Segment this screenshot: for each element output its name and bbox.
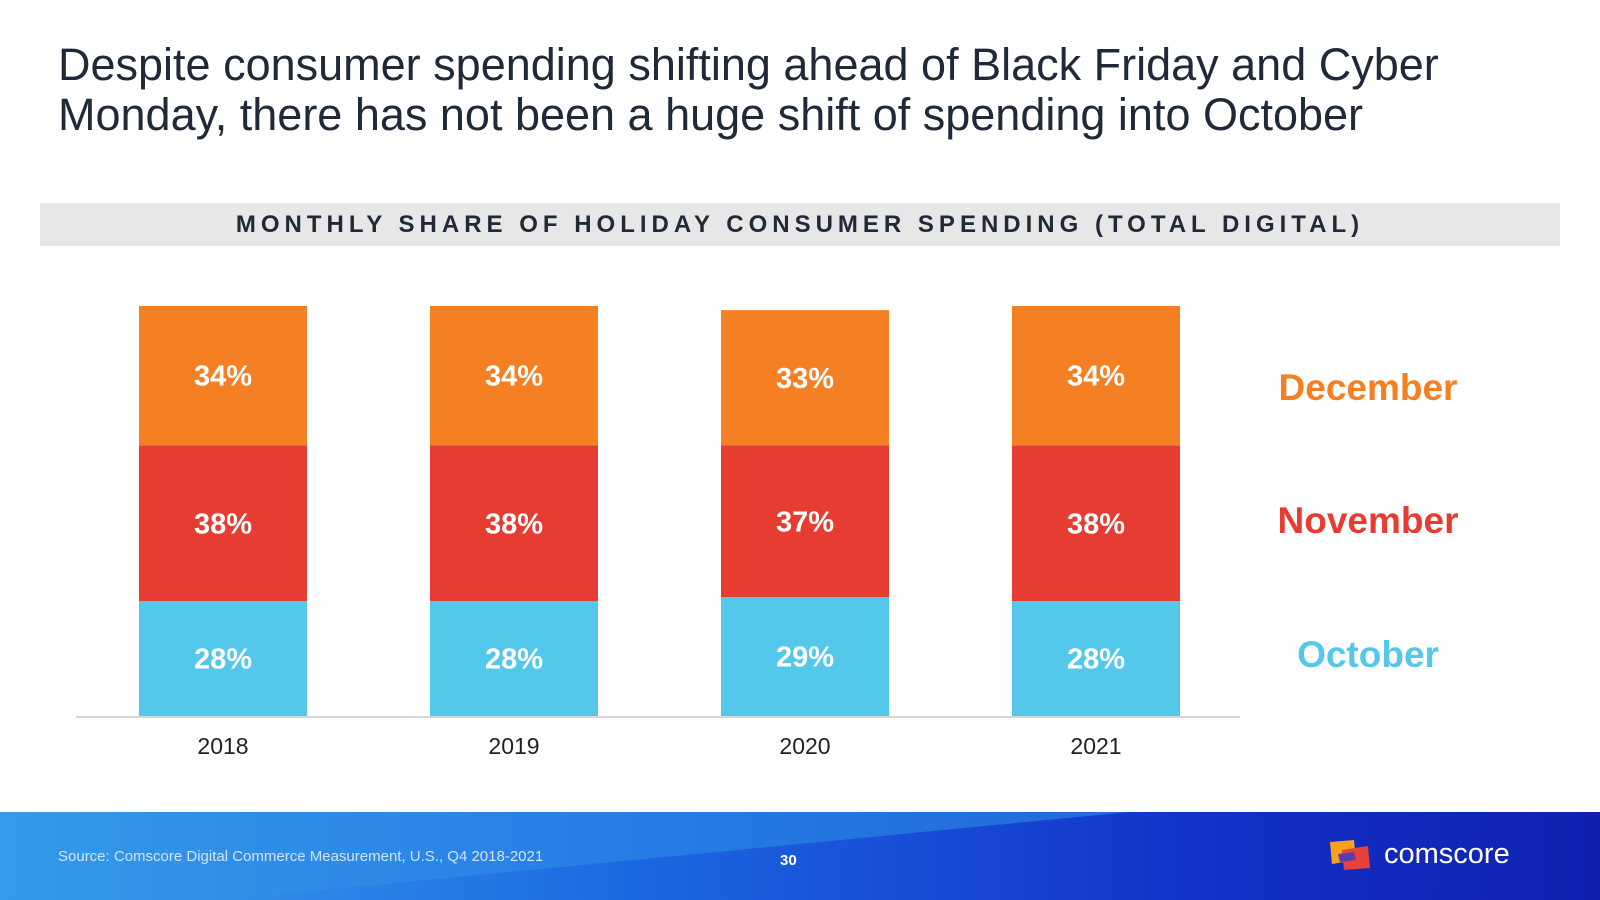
stacked-bar-chart: 28% 38% 34% 2018 28% 38% 34% 2019 29% 37% 33% 2020 2… [76,306,1240,759]
legend-october: October [1297,634,1439,675]
source-note: Source: Comscore Digital Commerce Measur… [58,848,544,865]
footer-decoration [0,812,1130,900]
legend-november: November [1277,500,1459,541]
comscore-brand: comscore [1384,838,1510,870]
x-tick-label-2019: 2019 [488,733,539,759]
bar-2019-october [430,601,598,716]
slide-title: Despite consumer spending shifting ahead… [58,39,1439,140]
bar-2019-november [430,445,598,602]
data-label-2019-october: 28% [485,644,543,676]
x-tick-label-2020: 2020 [779,733,830,759]
page-number: 30 [780,852,797,869]
data-label-2021-november: 38% [1067,508,1125,540]
data-label-2018-december: 34% [194,361,252,393]
data-label-2018-november: 38% [194,508,252,540]
bar-2020-december [721,310,889,446]
bar-2020-october [721,597,889,716]
footer-bar: Source: Comscore Digital Commerce Measur… [0,812,1600,900]
bar-2021-october [1012,601,1180,716]
bar-2018-october [139,601,307,716]
bar-2021-november [1012,445,1180,602]
x-tick-label-2021: 2021 [1070,733,1121,759]
data-label-2021-october: 28% [1067,644,1125,676]
data-label-2020-november: 37% [776,506,834,538]
bar-2018-december [139,306,307,446]
x-tick-label-2018: 2018 [197,733,248,759]
legend-december: December [1278,367,1458,408]
chart-title: MONTHLY SHARE OF HOLIDAY CONSUMER SPENDI… [235,210,1365,238]
bar-2021-december [1012,306,1180,446]
data-label-2018-october: 28% [194,644,252,676]
bar-2020-november [721,445,889,598]
data-label-2019-november: 38% [485,508,543,540]
bar-2019-december [430,306,598,446]
data-label-2020-december: 33% [776,363,834,395]
bar-2018-november [139,445,307,602]
data-label-2020-october: 29% [776,642,834,674]
chart-title-banner: MONTHLY SHARE OF HOLIDAY CONSUMER SPENDI… [40,203,1560,246]
data-label-2021-december: 34% [1067,361,1125,393]
comscore-logo-icon [1330,840,1370,870]
data-label-2019-december: 34% [485,361,543,393]
